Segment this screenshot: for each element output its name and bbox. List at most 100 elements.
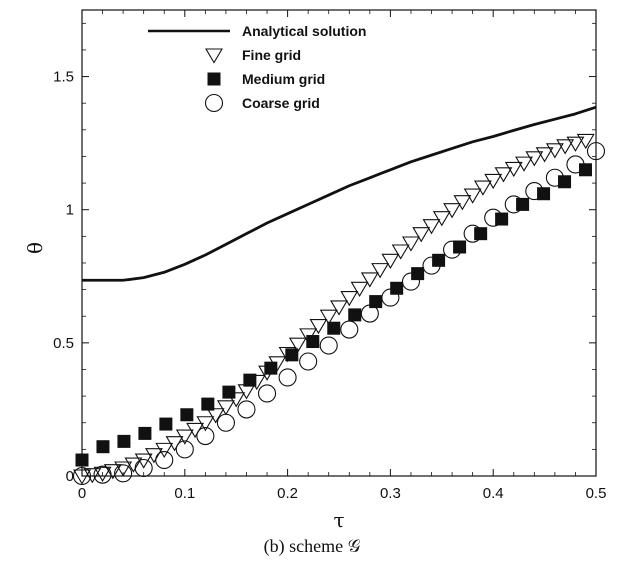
coarse-grid-point (299, 352, 318, 371)
x-tick-label: 0.5 (586, 485, 607, 502)
legend: Analytical solution Fine grid Medium grid C… (148, 23, 366, 113)
fine-grid-point (484, 173, 503, 190)
coarse-grid-point (586, 142, 606, 161)
x-tick-label: 0 (78, 485, 86, 502)
x-tick-label: 0.1 (174, 485, 195, 502)
medium-grid-point (75, 453, 89, 467)
x-axis-ticks: 0 0.1 0.2 0.3 0.4 0.5 (78, 10, 607, 502)
legend-label-medium-grid: Medium grid (242, 71, 325, 87)
fine-grid-point (432, 211, 451, 227)
medium-grid-point (306, 335, 320, 349)
fine-grid-point (371, 263, 390, 279)
analytical-solution-line (82, 105, 597, 282)
fine-grid-point (504, 161, 523, 178)
fine-grid-point (340, 291, 359, 307)
medium-grid-point (264, 361, 278, 375)
coarse-grid-point (114, 464, 133, 483)
fine-grid-point (473, 180, 492, 196)
fine-grid-point (545, 143, 564, 159)
y-axis-label: θ (23, 242, 47, 254)
fine-grid-point (124, 457, 143, 473)
medium-grid-point (432, 253, 446, 267)
fine-grid-point (576, 133, 595, 150)
medium-grid-point (222, 385, 236, 399)
x-tick-label: 0.3 (380, 485, 401, 502)
fine-grid-point (309, 318, 328, 335)
fine-grid-point (227, 392, 246, 408)
medium-grid-point (348, 308, 362, 322)
fine-grid-point (83, 468, 102, 484)
fine-grid-point (165, 436, 184, 452)
fine-grid-point (515, 156, 534, 172)
fine-grid-point (73, 469, 91, 485)
fine-grid-point (422, 219, 441, 235)
medium-grid-point (558, 175, 572, 189)
legend-label-analytical-solution: Analytical solution (242, 23, 366, 39)
medium-grid-point (390, 281, 404, 295)
legend-symbol-fine-grid (205, 48, 223, 64)
medium-grid-point (201, 397, 215, 411)
coarse-grid-point (278, 368, 297, 387)
coarse-grid-point (196, 427, 215, 446)
legend-label-coarse-grid: Coarse grid (242, 95, 320, 111)
fine-grid-point (443, 203, 462, 219)
x-tick-label: 0.2 (277, 485, 298, 502)
medium-grid-point (579, 163, 593, 177)
fine-grid-point (134, 453, 153, 469)
medium-grid-point (180, 408, 194, 422)
medium-grid-point (159, 417, 173, 431)
medium-grid-point (285, 348, 299, 362)
fine-grid-point (566, 136, 585, 152)
fine-grid-point (330, 300, 348, 316)
plot-border (81, 9, 597, 477)
fine-grid-point (350, 281, 369, 297)
coarse-grid-point (175, 440, 194, 459)
fine-grid-point (175, 429, 194, 445)
coarse-grid-point (319, 336, 338, 355)
fine-grid-point (319, 309, 338, 325)
x-tick-label: 0.4 (483, 485, 504, 502)
y-tick-label: 0 (66, 468, 74, 485)
plot-frame (81, 9, 597, 477)
fine-grid-point (494, 167, 513, 183)
fine-grid-point (381, 253, 400, 269)
medium-grid-point (117, 434, 131, 448)
medium-grid-point (411, 267, 425, 281)
fine-grid-point (412, 227, 431, 243)
fine-grid-point (453, 195, 472, 211)
fine-grid-point (288, 337, 307, 353)
legend-label-fine-grid: Fine grid (242, 47, 301, 63)
fine-grid-point (114, 461, 133, 477)
chart-caption: (b) scheme 𝒢 (264, 536, 361, 557)
medium-grid-point (453, 240, 467, 254)
x-axis-label: τ (333, 508, 344, 532)
medium-grid-point (474, 227, 488, 241)
fine-grid-point (103, 464, 122, 480)
fine-grid-point (216, 400, 235, 416)
fine-grid-point (535, 147, 554, 163)
medium-grid-point (138, 426, 152, 440)
medium-grid-point (516, 197, 530, 211)
y-axis-ticks: 0 0.5 1 1.5 (53, 22, 596, 485)
fine-grid-point (144, 448, 163, 464)
fine-grid-point (463, 188, 482, 204)
fine-grid-point (556, 139, 575, 155)
legend-symbol-medium-grid (207, 72, 221, 86)
coarse-grid-point (401, 272, 421, 291)
fine-grid-point (360, 272, 379, 288)
medium-grid-point (369, 295, 383, 309)
y-tick-label: 1.5 (53, 69, 74, 86)
fine-grid-point (401, 236, 420, 252)
y-tick-label: 1 (66, 202, 74, 219)
medium-grid-point (495, 212, 509, 226)
fine-grid-point (93, 466, 112, 483)
fine-grid-point (186, 422, 205, 439)
fine-grid-point (391, 244, 410, 260)
medium-grid-point (537, 187, 551, 201)
coarse-grid-point (257, 384, 277, 403)
y-tick-label: 0.5 (53, 335, 74, 352)
fine-grid-point (206, 408, 225, 424)
legend-symbol-coarse-grid (204, 93, 224, 113)
